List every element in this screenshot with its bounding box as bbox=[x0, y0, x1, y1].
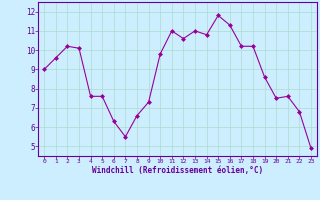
X-axis label: Windchill (Refroidissement éolien,°C): Windchill (Refroidissement éolien,°C) bbox=[92, 166, 263, 175]
